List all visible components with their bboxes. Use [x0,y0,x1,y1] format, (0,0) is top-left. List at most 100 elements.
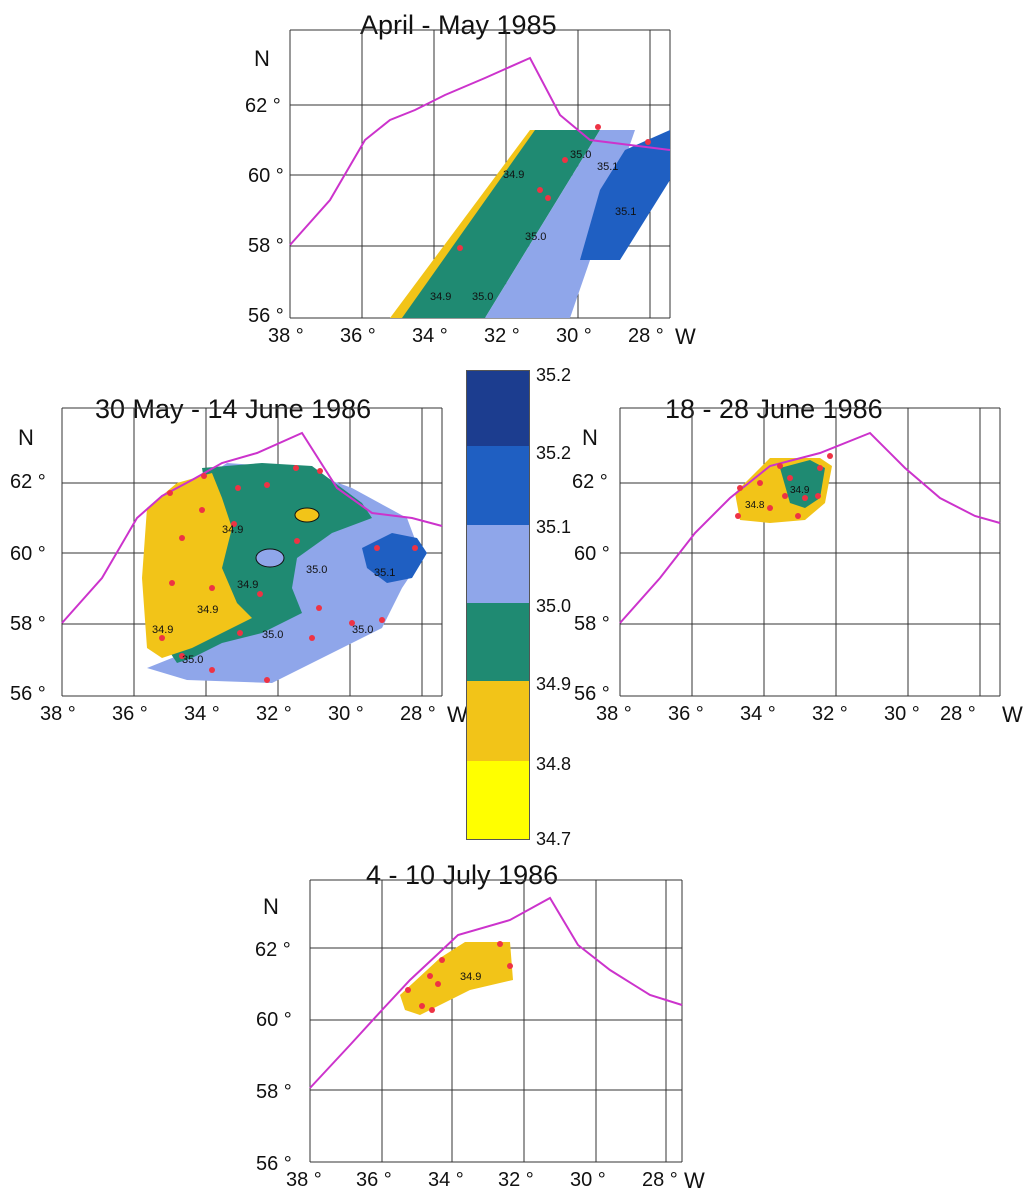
lon-label: 34 ° [412,325,448,347]
colorbar-band [467,371,529,446]
contour-label: 35.0 [182,654,203,666]
colorbar-tick: 35.0 [536,596,572,616]
west-label: W [675,324,696,349]
colorbar-tick: 34.9 [536,674,572,694]
colorbar-tick: 34.7 [536,829,572,849]
lat-label: 60 ° [574,543,610,565]
colorbar-band [467,681,529,761]
contour-label: 34.9 [503,169,524,181]
lat-label: 58 ° [256,1081,292,1103]
north-label: N [254,46,270,71]
lat-label: 62 ° [255,939,291,961]
contour-label: 34.9 [237,579,258,591]
region-34-8 [142,473,252,658]
lon-label: 34 ° [740,703,776,725]
band-35-1 [580,130,670,260]
lon-label: 34 ° [184,703,220,725]
lat-label: 60 ° [10,543,46,565]
ridge-line [61,431,443,624]
ridge-line [309,896,683,1089]
lon-label: 28 ° [642,1169,678,1191]
map-title: April - May 1985 [360,10,557,40]
lat-label: 58 ° [248,235,284,257]
lat-label: 56 ° [10,683,46,705]
lon-label: 32 ° [256,703,292,725]
colorbar-tick: 35.1 [536,517,572,537]
lat-label: 62 ° [572,471,608,493]
north-label: N [582,425,598,450]
ridge-line [289,56,671,246]
lat-label: 58 ° [574,613,610,635]
colorbar-band [467,603,529,681]
contour-label: 35.0 [570,149,591,161]
contour-label: 35.0 [262,629,283,641]
lon-label: 34 ° [428,1169,464,1191]
lat-label: 58 ° [10,613,46,635]
lon-label: 38 ° [596,703,632,725]
lon-label: 38 ° [268,325,304,347]
west-label: W [447,702,468,727]
salinity-map: 34.9 35.0 35.1 35.0 35.0 34.9 35.1 [289,29,671,319]
colorbar-band [467,761,529,839]
lon-label: 28 ° [940,703,976,725]
map-title: 4 - 10 July 1986 [366,860,559,890]
contour-label: 35.1 [374,567,395,579]
lon-label: 32 ° [812,703,848,725]
colorbar-tick: 35.2 [536,365,572,385]
lat-label: 56 ° [574,683,610,705]
contour-label: 35.0 [525,231,546,243]
contour-label: 34.9 [197,604,218,616]
north-label: N [263,894,279,919]
region-34-9 [780,460,825,508]
lat-label: 60 ° [256,1009,292,1031]
lon-label: 28 ° [400,703,436,725]
lon-label: 36 ° [356,1169,392,1191]
contour-label: 34.9 [460,971,481,983]
ridge-line [619,431,1001,624]
west-label: W [684,1168,705,1193]
lat-label: 60 ° [248,165,284,187]
lon-label: 32 ° [484,325,520,347]
map-title: 18 - 28 June 1986 [665,394,883,424]
map-grid [309,879,683,1163]
contour-label: 35.1 [597,161,618,173]
lon-label: 30 ° [328,703,364,725]
contour-label: 34.9 [430,291,451,303]
contour-label: 35.1 [615,206,636,218]
contour-label: 34.9 [152,624,173,636]
lat-label: 62 ° [245,95,281,117]
region-34-8 [400,942,513,1015]
contour-label: 34.9 [790,485,810,496]
station-dots [735,453,833,519]
contour-label: 34.8 [745,500,765,511]
lon-label: 36 ° [340,325,376,347]
lon-label: 30 ° [556,325,592,347]
colorbar-tick: 35.2 [536,443,572,463]
lat-label: 62 ° [10,471,46,493]
west-label: W [1002,702,1023,727]
colorbar-band [467,446,529,525]
salinity-map: 34.9 [309,879,683,1163]
salinity-map: 34.8 34.9 [619,407,1001,697]
lon-label: 32 ° [498,1169,534,1191]
station-dots [405,941,513,1013]
contour-label: 34.9 [222,524,243,536]
contour-label: 35.0 [306,564,327,576]
salinity-map: 34.9 34.9 34.9 35.0 35.0 35.0 35.0 35.1 … [61,407,443,697]
station-dots [457,124,651,251]
lon-label: 30 ° [884,703,920,725]
lon-label: 38 ° [40,703,76,725]
contour-label: 35.0 [472,291,493,303]
lon-label: 36 ° [668,703,704,725]
band-35-0 [485,130,635,318]
salinity-colorbar [466,370,530,840]
lon-label: 38 ° [286,1169,322,1191]
lat-label: 56 ° [248,305,284,327]
lon-label: 28 ° [628,325,664,347]
lat-label: 56 ° [256,1153,292,1175]
region-35-0-island [255,548,285,568]
band-34-9 [402,130,600,318]
lon-label: 36 ° [112,703,148,725]
region-34-8-island [294,507,320,523]
station-dots [159,465,418,683]
